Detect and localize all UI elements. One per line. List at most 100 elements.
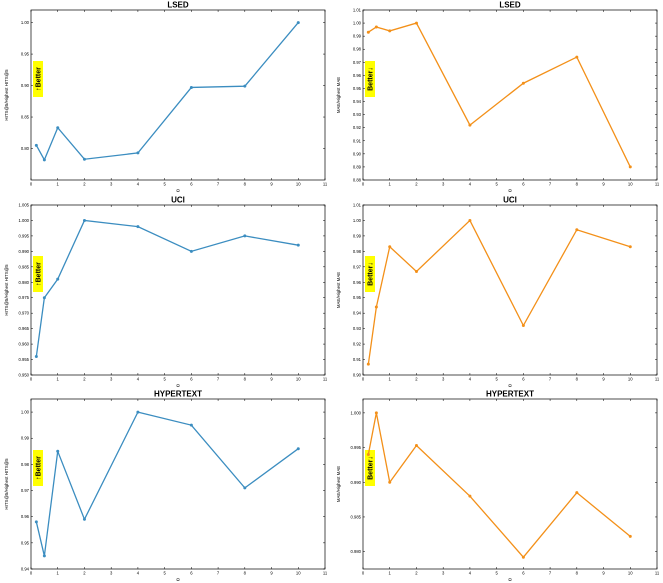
data-point [56,449,60,453]
y-tick-label: 0.98 [21,462,30,467]
better-label: ↑Better [36,262,43,286]
y-tick-label: 0.93 [353,112,362,117]
x-tick-label: 10 [628,377,633,382]
x-tick-label: 3 [110,571,113,576]
x-tick-label: 8 [576,571,579,576]
data-point [136,225,140,229]
x-tick-label: 6 [522,571,525,576]
y-tick-label: 1.00 [353,21,362,26]
y-tick-label: 1.01 [353,203,362,208]
x-tick-label: 8 [576,182,579,187]
x-tick-label: 10 [628,571,633,576]
data-point [388,29,392,33]
data-point [82,218,86,222]
data-point [243,84,247,88]
y-tick-label: 0.85 [21,115,30,120]
x-tick-label: 2 [83,182,86,187]
better-highlight [33,61,43,97]
better-highlight [33,450,43,486]
x-tick-label: 3 [442,377,445,382]
x-tick-label: 9 [270,182,273,187]
x-tick-label: 11 [655,571,660,576]
data-point [366,453,370,457]
chart-uci-hits: UCI 0 1 2 3 4 5 6 7 8 9 10 11 0.950 0.955 0.960 0.965 0.9… [0,195,331,389]
y-tick-label: 1.00 [353,218,362,223]
data-point [468,123,472,127]
y-tick-label: 0.985 [19,264,30,269]
x-tick-label: 4 [137,377,140,382]
x-tick-label: 8 [576,377,579,382]
y-tick-label: 0.96 [21,514,30,519]
x-tick-label: 2 [415,571,418,576]
x-tick-label: 5 [163,571,166,576]
y-tick-label: 0.90 [21,83,30,88]
x-tick-label: 10 [296,571,301,576]
series-line [35,22,299,162]
better-label: ↑Better [36,67,43,91]
chart-uci-mae: UCI 0 1 2 3 4 5 6 7 8 9 10 11 0.90 0.91 0.92 0.93 0.94 0.9… [332,195,663,389]
y-axis-label: MAE/Highest MAE [336,77,341,113]
y-tick-label: 0.97 [353,264,362,269]
data-point [34,520,38,524]
data-point [468,218,472,222]
x-tick-label: 4 [137,182,140,187]
better-label: Better↓ [368,456,375,480]
chart-lsed-mae: LSED 0 1 2 3 4 5 6 7 8 9 10 11 0.88 0.89 0.90 0.91 0.92 0.… [332,0,663,194]
data-point [468,494,472,498]
x-tick-label: 5 [495,377,498,382]
data-point [521,555,525,559]
better-label: ↑Better [36,456,43,480]
y-tick-label: 0.97 [353,60,362,65]
data-point [628,534,632,538]
x-tick-label: 6 [190,182,193,187]
x-tick-label: 7 [217,182,220,187]
data-point [388,245,392,249]
x-tick-label: 5 [163,182,166,187]
data-point [189,249,193,253]
better-highlight [33,256,43,292]
x-tick-label: 8 [244,182,247,187]
data-point [521,324,525,328]
x-tick-label: 6 [190,571,193,576]
series-line [367,219,631,365]
data-point [521,81,525,85]
x-tick-label: 3 [442,182,445,187]
plot-frame [362,398,658,570]
data-point [82,157,86,161]
x-tick-label: 9 [602,377,605,382]
y-tick-label: 0.95 [21,540,30,545]
better-badge: Better↓ [365,450,375,486]
better-highlight [365,450,375,486]
better-badge: ↑Better [33,450,43,486]
x-tick-label: 0 [362,182,365,187]
y-tick-label: 0.96 [353,280,362,285]
y-tick-label: 0.94 [353,311,362,316]
x-tick-label: 11 [323,377,328,382]
x-axis-label: Ω [508,383,512,388]
y-tick-label: 0.80 [21,146,30,151]
data-point [42,554,46,558]
x-tick-label: 10 [296,182,301,187]
data-point [82,517,86,521]
x-tick-label: 3 [110,182,113,187]
x-tick-label: 2 [415,377,418,382]
y-tick-label: 0.985 [351,514,362,519]
better-badge: ↑Better [33,256,43,292]
chart-svg: HYPERTEXT 0 1 2 3 4 5 6 7 8 9 10 11 0.980 0.985 0.990 0.… [336,390,660,583]
y-tick-label: 1.00 [21,410,30,415]
chart-svg: LSED 0 1 2 3 4 5 6 7 8 9 10 11 0.80 0.85 0.90 0.95 1.00 Ω H… [4,1,328,194]
x-tick-label: 9 [270,571,273,576]
y-tick-label: 0.980 [19,280,30,285]
x-tick-label: 1 [389,377,392,382]
x-tick-label: 4 [469,377,472,382]
data-point [296,243,300,247]
chart-svg: LSED 0 1 2 3 4 5 6 7 8 9 10 11 0.88 0.89 0.90 0.91 0.92 0.… [336,1,660,194]
y-tick-label: 0.95 [353,86,362,91]
data-point [414,443,418,447]
data-point [374,411,378,415]
x-tick-label: 6 [522,182,525,187]
y-tick-label: 0.970 [19,311,30,316]
x-axis-label: Ω [508,577,512,582]
y-tick-label: 0.98 [353,249,362,254]
series-line [35,219,299,357]
